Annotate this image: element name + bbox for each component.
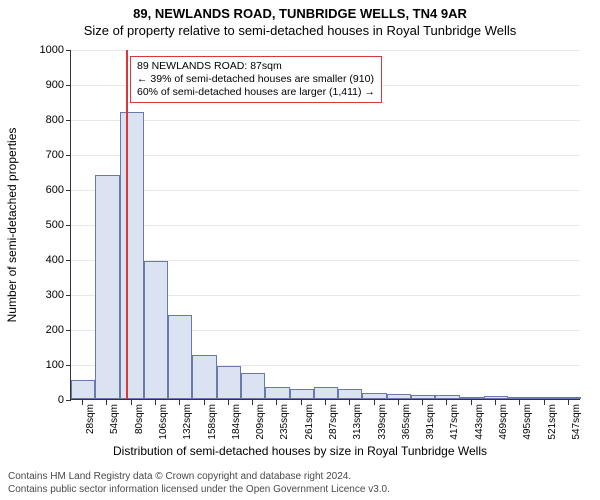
xtick-mark [301, 400, 302, 405]
ytick-label: 600 [14, 184, 64, 196]
annotation-line-1: 89 NEWLANDS ROAD: 87sqm [137, 60, 375, 73]
xtick-mark [106, 400, 107, 405]
histogram-bar [192, 355, 216, 399]
gridline [71, 50, 580, 51]
ytick-label: 0 [14, 394, 64, 406]
annotation-box: 89 NEWLANDS ROAD: 87sqm ← 39% of semi-de… [130, 56, 382, 103]
marker-line [126, 50, 128, 399]
ytick-label: 500 [14, 219, 64, 231]
ytick-mark [66, 260, 71, 261]
footer-attribution: Contains HM Land Registry data © Crown c… [8, 471, 390, 496]
xtick-mark [495, 400, 496, 405]
ytick-mark [66, 365, 71, 366]
xtick-mark [568, 400, 569, 405]
histogram-bar [484, 396, 508, 399]
histogram-bar [144, 261, 168, 399]
ytick-mark [66, 120, 71, 121]
xtick-mark [398, 400, 399, 405]
ytick-label: 200 [14, 324, 64, 336]
histogram-bar [71, 380, 95, 399]
histogram-bar [338, 389, 362, 399]
histogram-bar [435, 395, 459, 399]
histogram-bar [265, 387, 289, 399]
histogram-bar [460, 397, 484, 399]
page-title: 89, NEWLANDS ROAD, TUNBRIDGE WELLS, TN4 … [0, 0, 600, 21]
xtick-mark [446, 400, 447, 405]
histogram-bar [387, 394, 411, 399]
histogram-bar [290, 389, 314, 400]
x-axis-label: Distribution of semi-detached houses by … [0, 444, 600, 458]
xtick-mark [349, 400, 350, 405]
histogram-bar [362, 393, 386, 399]
gridline [71, 190, 580, 191]
xtick-mark [325, 400, 326, 405]
xtick-mark [519, 400, 520, 405]
annotation-line-2: ← 39% of semi-detached houses are smalle… [137, 73, 375, 86]
xtick-mark [155, 400, 156, 405]
histogram-bar [314, 387, 338, 399]
ytick-label: 300 [14, 289, 64, 301]
gridline [71, 225, 580, 226]
histogram-bar [120, 112, 144, 399]
histogram-bar [168, 315, 192, 399]
xtick-mark [374, 400, 375, 405]
histogram-bar [411, 395, 435, 399]
ytick-label: 400 [14, 254, 64, 266]
xtick-mark [544, 400, 545, 405]
histogram-bar [508, 397, 532, 399]
ytick-label: 900 [14, 79, 64, 91]
xtick-mark [228, 400, 229, 405]
xtick-mark [276, 400, 277, 405]
ytick-label: 1000 [14, 44, 64, 56]
page-subtitle: Size of property relative to semi-detach… [0, 21, 600, 38]
xtick-mark [82, 400, 83, 405]
ytick-mark [66, 85, 71, 86]
xtick-mark [471, 400, 472, 405]
annotation-line-3: 60% of semi-detached houses are larger (… [137, 86, 375, 99]
footer-line-2: Contains public sector information licen… [8, 484, 390, 497]
ytick-mark [66, 50, 71, 51]
footer-line-1: Contains HM Land Registry data © Crown c… [8, 471, 390, 484]
xtick-mark [422, 400, 423, 405]
ytick-label: 800 [14, 114, 64, 126]
xtick-mark [204, 400, 205, 405]
ytick-label: 700 [14, 149, 64, 161]
ytick-mark [66, 190, 71, 191]
gridline [71, 120, 580, 121]
chart-area: 89 NEWLANDS ROAD: 87sqm ← 39% of semi-de… [70, 50, 580, 400]
ytick-mark [66, 295, 71, 296]
ytick-mark [66, 155, 71, 156]
histogram-bar [241, 373, 265, 399]
histogram-bar [532, 397, 556, 399]
xtick-mark [179, 400, 180, 405]
ytick-mark [66, 330, 71, 331]
histogram-bar [95, 175, 119, 399]
xtick-mark [252, 400, 253, 405]
ytick-label: 100 [14, 359, 64, 371]
histogram-bar [557, 397, 581, 399]
ytick-mark [66, 400, 71, 401]
xtick-mark [131, 400, 132, 405]
ytick-mark [66, 225, 71, 226]
gridline [71, 155, 580, 156]
histogram-bar [217, 366, 241, 399]
